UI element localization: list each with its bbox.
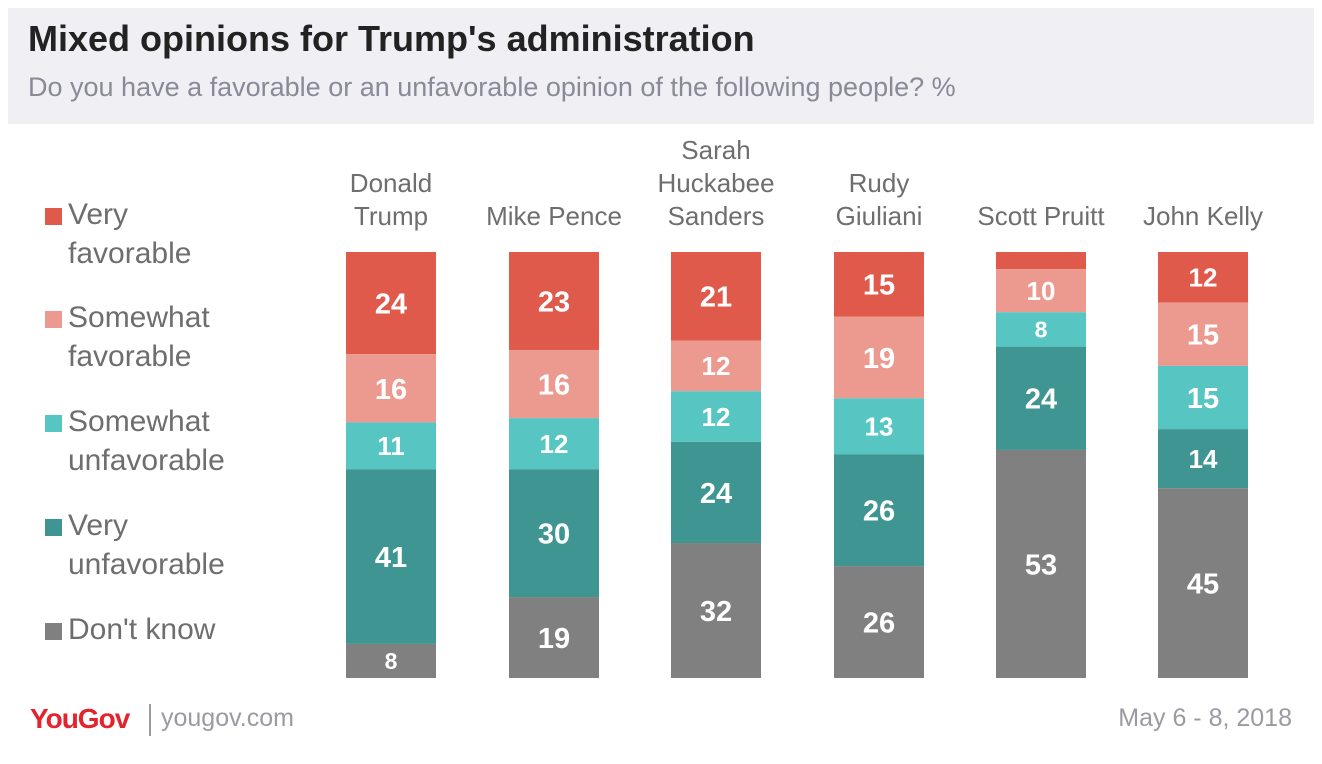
footer-url[interactable]: yougov.com xyxy=(161,704,294,732)
value-label: 12 xyxy=(702,351,731,381)
bar-segment xyxy=(346,469,436,644)
chart-subtitle: Do you have a favorable or an unfavorabl… xyxy=(28,72,956,102)
value-label: 32 xyxy=(700,596,732,628)
bar-segment xyxy=(671,391,761,442)
value-label: 12 xyxy=(702,402,731,432)
category-label: John Kelly xyxy=(1143,201,1263,231)
category-label: Scott Pruitt xyxy=(977,201,1105,231)
legend-label: Somewhat favorable xyxy=(68,301,210,373)
bar-segment xyxy=(671,252,761,341)
value-label: 16 xyxy=(538,370,570,402)
category-label: Sarah Huckabee Sanders xyxy=(657,135,774,231)
bar-segment xyxy=(509,418,599,470)
bar-segment xyxy=(1158,302,1248,366)
footer-divider xyxy=(149,704,151,736)
value-label: 10 xyxy=(1027,276,1056,306)
value-label: 12 xyxy=(540,429,569,459)
bar-segment xyxy=(346,643,436,678)
value-label: 41 xyxy=(375,542,407,574)
legend-swatch xyxy=(45,415,62,432)
value-label: 26 xyxy=(863,496,895,528)
yougov-logo: YouGov xyxy=(30,703,130,734)
legend-label: Very favorable xyxy=(68,198,192,270)
chart-header: Mixed opinions for Trump's administratio… xyxy=(8,8,1314,124)
category-label: Rudy Giuliani xyxy=(836,168,923,231)
legend-swatch xyxy=(45,311,62,328)
bar-segment xyxy=(996,346,1086,450)
bar-segment xyxy=(509,349,599,419)
value-label: 19 xyxy=(863,343,895,375)
value-label: 8 xyxy=(1035,317,1048,343)
bar-segment xyxy=(346,422,436,470)
value-label: 24 xyxy=(375,289,407,321)
value-label: 23 xyxy=(538,286,570,318)
bar-segment xyxy=(671,340,761,392)
bar-segment xyxy=(834,252,924,317)
value-label: 19 xyxy=(538,623,570,655)
bar-segment xyxy=(671,441,761,544)
value-label: 21 xyxy=(700,282,732,314)
value-label: 53 xyxy=(1025,549,1057,581)
legend-swatch xyxy=(45,208,62,225)
legend-label: Very unfavorable xyxy=(68,509,225,581)
bar-segment xyxy=(509,252,599,350)
legend-label: Somewhat unfavorable xyxy=(68,405,225,477)
chart-title: Mixed opinions for Trump's administratio… xyxy=(28,18,755,59)
bar-segment xyxy=(671,543,761,678)
value-label: 26 xyxy=(863,608,895,640)
category-label: Donald Trump xyxy=(350,168,432,231)
value-label: 13 xyxy=(865,412,894,442)
bar-segment xyxy=(834,398,924,455)
bar-segment xyxy=(346,252,436,355)
value-label: 15 xyxy=(1187,383,1219,415)
value-label: 12 xyxy=(1189,263,1218,293)
bar-segment xyxy=(1158,365,1248,430)
bar-segment xyxy=(1158,429,1248,489)
bar-segment xyxy=(1158,488,1248,678)
value-label: 45 xyxy=(1187,569,1219,601)
category-label: Mike Pence xyxy=(486,201,622,231)
bar-segment xyxy=(834,454,924,567)
value-label: 15 xyxy=(1187,320,1219,352)
bar-segment xyxy=(834,316,924,399)
bar-segment xyxy=(996,269,1086,313)
value-label: 8 xyxy=(385,648,398,674)
legend-swatch xyxy=(45,623,62,640)
bar-segment xyxy=(509,469,599,598)
bar-segment xyxy=(834,566,924,678)
value-label: 15 xyxy=(863,270,895,302)
value-label: 11 xyxy=(377,431,405,461)
legend-label: Don't know xyxy=(68,613,216,646)
value-label: 30 xyxy=(538,519,570,551)
bar-segment xyxy=(996,312,1086,347)
bar-segment xyxy=(509,597,599,678)
survey-date: May 6 - 8, 2018 xyxy=(1118,704,1292,732)
value-label: 16 xyxy=(375,374,407,406)
value-label: 14 xyxy=(1189,444,1218,474)
bar-segment xyxy=(1158,252,1248,303)
bar-segment xyxy=(996,252,1086,270)
bar-segment xyxy=(996,449,1086,678)
legend-swatch xyxy=(45,519,62,536)
value-label: 24 xyxy=(1025,384,1057,416)
value-label: 24 xyxy=(700,478,732,510)
bar-segment xyxy=(346,354,436,423)
